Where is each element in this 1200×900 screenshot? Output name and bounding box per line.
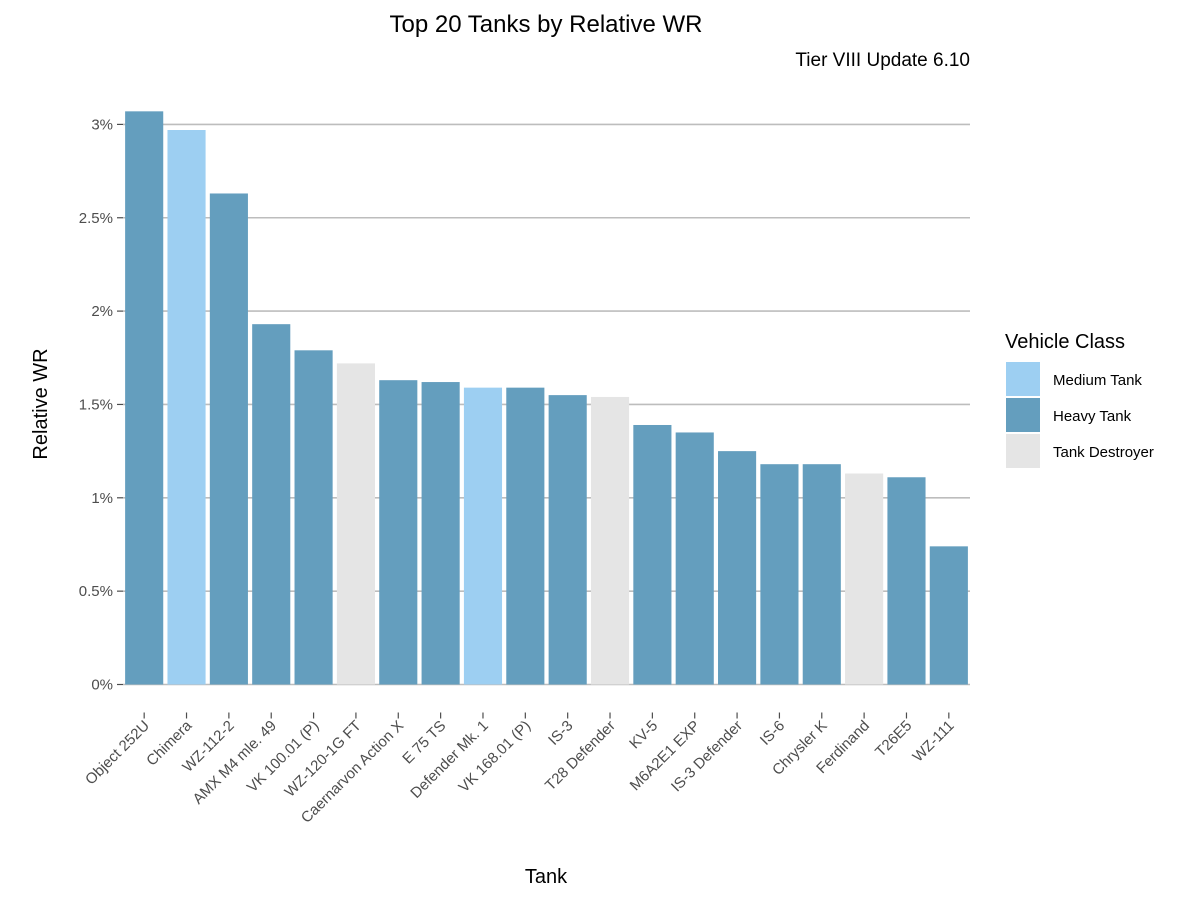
bar <box>336 363 375 685</box>
bar <box>802 464 841 685</box>
bar <box>379 380 418 685</box>
legend-swatch <box>1006 434 1040 468</box>
legend-label: Tank Destroyer <box>1053 444 1154 461</box>
y-tick-label: 1.5% <box>79 396 113 413</box>
bar <box>590 396 630 685</box>
y-tick-label: 2% <box>91 303 113 320</box>
y-tick-label: 2.5% <box>79 210 113 227</box>
bar <box>294 350 333 685</box>
chart-subtitle: Tier VIII Update 6.10 <box>795 50 970 71</box>
bar <box>167 130 206 685</box>
bar <box>125 111 164 685</box>
bars <box>125 111 968 685</box>
bar <box>252 324 291 685</box>
legend-title: Vehicle Class <box>1005 331 1125 353</box>
legend-label: Heavy Tank <box>1053 408 1132 425</box>
y-tick-label: 0.5% <box>79 583 113 600</box>
bar <box>718 451 757 685</box>
x-tick-label: IS-6 <box>757 717 788 748</box>
bar <box>760 464 799 685</box>
bar <box>463 387 503 685</box>
chart-title: Top 20 Tanks by Relative WR <box>389 11 702 38</box>
legend: Vehicle Class Medium Tank Heavy Tank Tank … <box>1005 331 1154 468</box>
y-tick-label: 3% <box>91 116 113 133</box>
y-tick-label: 0% <box>91 677 113 694</box>
bar <box>209 193 248 685</box>
y-axis-title: Relative WR <box>30 348 52 459</box>
y-axis: 0% 0.5% 1% 1.5% 2% 2.5% 3% <box>79 116 123 694</box>
bar <box>929 546 968 685</box>
bar <box>675 432 714 685</box>
legend-swatch <box>1006 398 1040 432</box>
bar <box>548 395 587 685</box>
x-tick-label: IS-3 <box>545 717 576 748</box>
bar <box>633 424 672 685</box>
x-tick-label: WZ-111 <box>909 717 957 765</box>
x-axis-title: Tank <box>525 866 568 888</box>
bar <box>421 382 460 685</box>
legend-label: Medium Tank <box>1053 372 1142 389</box>
x-tick-label: KV-5 <box>626 717 661 752</box>
y-tick-label: 1% <box>91 490 113 507</box>
bar <box>887 477 926 685</box>
legend-swatch <box>1006 362 1040 396</box>
bar <box>506 387 545 685</box>
x-tick-label: Object 252U <box>82 717 153 788</box>
gridlines <box>123 123 970 686</box>
bar <box>845 473 884 685</box>
